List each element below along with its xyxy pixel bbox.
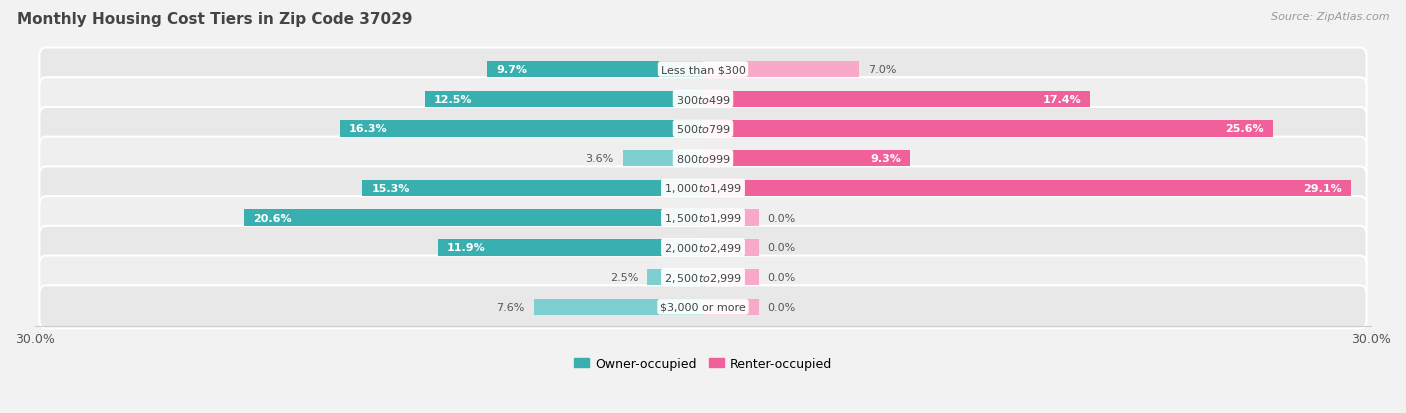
Legend: Owner-occupied, Renter-occupied: Owner-occupied, Renter-occupied [574, 357, 832, 370]
Text: $2,500 to $2,999: $2,500 to $2,999 [664, 271, 742, 284]
Bar [703, 180, 1351, 197]
Text: $800 to $999: $800 to $999 [675, 153, 731, 165]
Text: Source: ZipAtlas.com: Source: ZipAtlas.com [1271, 12, 1389, 22]
Bar [703, 210, 759, 226]
Text: $300 to $499: $300 to $499 [675, 93, 731, 105]
Bar [425, 91, 703, 108]
Bar [486, 62, 703, 78]
Bar [245, 210, 703, 226]
Text: Less than $300: Less than $300 [661, 65, 745, 75]
Bar [703, 62, 859, 78]
Text: 25.6%: 25.6% [1226, 124, 1264, 134]
Bar [703, 299, 759, 315]
Text: $1,500 to $1,999: $1,500 to $1,999 [664, 211, 742, 225]
Text: 29.1%: 29.1% [1303, 183, 1343, 193]
Text: 0.0%: 0.0% [768, 273, 796, 282]
Text: $3,000 or more: $3,000 or more [661, 302, 745, 312]
Text: 0.0%: 0.0% [768, 302, 796, 312]
Text: 0.0%: 0.0% [768, 213, 796, 223]
Text: 3.6%: 3.6% [586, 154, 614, 164]
Text: 7.6%: 7.6% [496, 302, 524, 312]
Text: $500 to $799: $500 to $799 [675, 123, 731, 135]
FancyBboxPatch shape [39, 226, 1367, 269]
Text: 0.0%: 0.0% [768, 243, 796, 253]
Bar [703, 91, 1091, 108]
Text: 15.3%: 15.3% [371, 183, 409, 193]
Text: $1,000 to $1,499: $1,000 to $1,499 [664, 182, 742, 195]
Bar [647, 269, 703, 286]
FancyBboxPatch shape [39, 167, 1367, 210]
Bar [623, 151, 703, 167]
Text: 12.5%: 12.5% [433, 95, 472, 104]
Text: 20.6%: 20.6% [253, 213, 292, 223]
Bar [703, 269, 759, 286]
FancyBboxPatch shape [39, 286, 1367, 329]
Text: 11.9%: 11.9% [447, 243, 485, 253]
FancyBboxPatch shape [39, 137, 1367, 180]
Bar [439, 240, 703, 256]
Text: $2,000 to $2,499: $2,000 to $2,499 [664, 241, 742, 254]
FancyBboxPatch shape [39, 78, 1367, 121]
Bar [340, 121, 703, 137]
Text: 16.3%: 16.3% [349, 124, 388, 134]
Text: 9.7%: 9.7% [496, 65, 527, 75]
Text: 2.5%: 2.5% [610, 273, 638, 282]
Text: Monthly Housing Cost Tiers in Zip Code 37029: Monthly Housing Cost Tiers in Zip Code 3… [17, 12, 412, 27]
Text: 17.4%: 17.4% [1043, 95, 1081, 104]
Text: 7.0%: 7.0% [868, 65, 896, 75]
Text: 9.3%: 9.3% [870, 154, 901, 164]
Bar [703, 240, 759, 256]
Bar [534, 299, 703, 315]
Bar [363, 180, 703, 197]
FancyBboxPatch shape [39, 48, 1367, 91]
Bar [703, 121, 1272, 137]
FancyBboxPatch shape [39, 197, 1367, 240]
FancyBboxPatch shape [39, 256, 1367, 299]
FancyBboxPatch shape [39, 108, 1367, 151]
Bar [703, 151, 910, 167]
